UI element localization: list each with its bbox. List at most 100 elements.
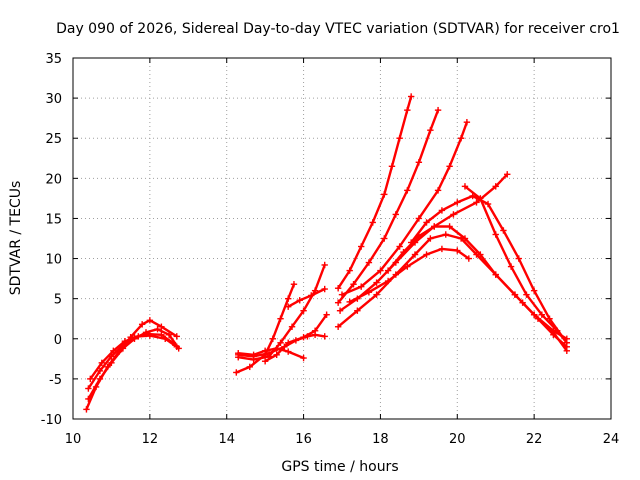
data-point [507,263,515,270]
data-point [550,329,557,336]
y-tick-label: -5 [49,373,62,388]
data-point [427,235,434,242]
data-point [261,347,269,355]
y-tick-label: -10 [41,413,62,428]
data-point [407,93,415,100]
data-point [381,191,388,198]
data-point [250,351,257,359]
data-point [396,135,403,142]
data-point [461,235,469,242]
series-line [521,301,568,352]
data-point [484,200,492,208]
data-point [442,231,449,238]
data-point [273,351,280,359]
axis-ticks: 10 12 14 16 18 20 22 24 -10 -5 0 5 10 15 20 25 30 35 [41,52,620,447]
chart-title: Day 090 of 2026, Sidereal Day-to-day VTE… [56,21,620,37]
data-point [415,159,423,166]
y-tick-label: 20 [45,172,62,187]
data-point [300,307,307,314]
data-point [154,325,161,333]
data-point [431,223,438,230]
y-tick-label: 25 [45,132,62,147]
data-point [83,406,90,413]
data-point [381,235,388,242]
data-point [350,281,357,288]
data-point [146,317,154,324]
data-point [98,359,106,367]
data-point [463,118,471,126]
x-tick-label: 14 [218,432,235,447]
data-point [336,307,344,314]
x-tick-label: 16 [295,432,312,447]
data-point [450,211,457,218]
series-track-b6 [285,285,328,310]
x-axis-label: GPS time / hours [281,459,398,475]
data-point [334,285,342,292]
data-point [404,187,411,194]
data-point [358,243,365,250]
data-point [321,333,328,340]
data-point [110,347,117,355]
data-point [454,247,461,254]
data-point [308,292,315,299]
data-point [233,369,240,376]
data-point [515,255,522,262]
data-point [288,323,296,330]
data-point [423,251,430,258]
series-track-c9 [461,183,571,346]
y-tick-label: 10 [45,253,62,268]
data-point [321,261,328,269]
series-track-c2 [334,106,442,306]
data-point [392,211,399,218]
data-point [285,295,292,302]
data-point [354,307,361,314]
data-point [411,251,419,258]
series-line [338,173,509,312]
series-line [236,333,326,358]
data-point [530,287,538,294]
data-point [323,311,330,318]
data-point [165,331,173,338]
x-tick-label: 10 [65,432,82,447]
data-point [300,333,307,341]
data-point [121,337,129,345]
data-point [358,283,365,290]
data-point [407,239,415,246]
data-point [546,315,553,322]
data-point [300,354,307,362]
data-point [365,289,373,296]
data-point [373,279,380,286]
series-track-c1 [334,93,415,292]
data-point [85,395,92,403]
data-point [290,281,298,288]
data-point [346,267,353,274]
series-line [348,247,470,304]
data-point [87,375,94,383]
data-point [346,298,353,306]
data-point [404,263,411,270]
data-point [261,358,269,365]
x-tick-label: 12 [142,432,159,447]
grid [73,58,611,419]
data-point [500,227,507,234]
data-point [365,259,373,266]
data-point [138,321,146,328]
data-point [246,363,253,371]
x-tick-label: 18 [372,432,389,447]
data-point [285,303,292,310]
data-point [146,332,154,339]
data-point [438,207,446,214]
series-track-a1 [83,317,180,413]
data-point [477,251,484,258]
data-point [338,291,346,298]
x-tick-label: 22 [526,432,543,447]
y-tick-label: 15 [45,212,62,227]
data-point [369,219,376,226]
data-point [96,375,104,383]
data-point [334,323,342,330]
series-track-c5 [346,245,473,306]
data-point [415,215,423,222]
y-tick-label: 35 [45,52,62,67]
data-point [523,291,530,298]
